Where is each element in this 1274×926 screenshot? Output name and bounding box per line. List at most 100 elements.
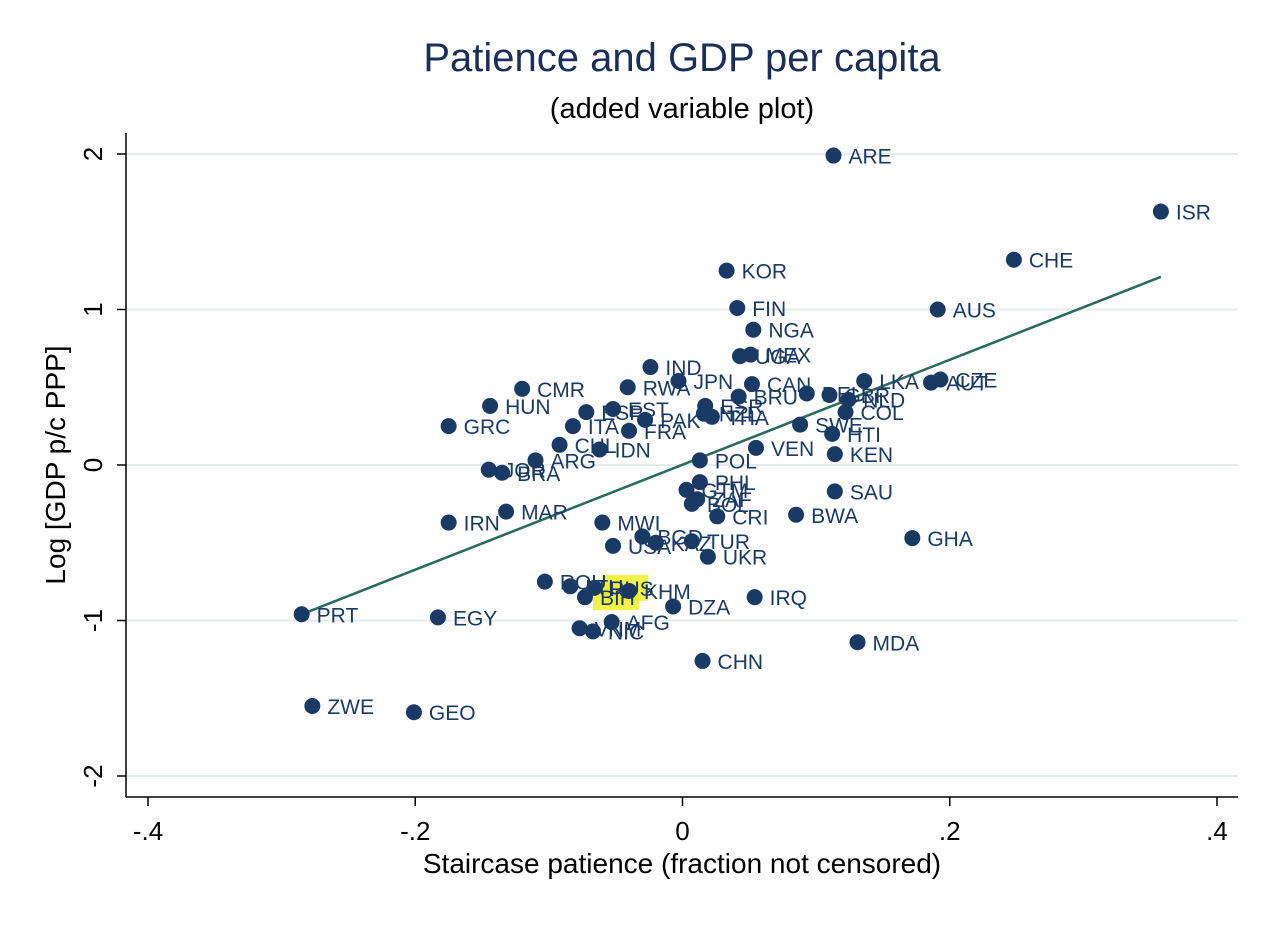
point-rou (536, 573, 553, 590)
point-chl (551, 436, 568, 453)
point-mda (849, 634, 866, 651)
point-zwe (304, 698, 321, 715)
point-can (743, 376, 760, 393)
point-label: THA (727, 407, 769, 430)
point-irq (746, 589, 763, 606)
point-label: BRU (754, 387, 798, 410)
point-label: LKA (879, 371, 919, 394)
point-label: PHL (715, 472, 756, 495)
point-arg (527, 452, 544, 469)
point-cri (709, 508, 726, 525)
point-label: IDN (615, 439, 651, 462)
point-label: CHN (718, 651, 764, 674)
point-bgd (634, 528, 651, 545)
point-label: KHM (644, 581, 691, 604)
point-label: ARG (551, 450, 597, 473)
point-bwa (788, 506, 805, 523)
point-lka (856, 373, 873, 390)
point-mwi (594, 514, 611, 531)
point-dza (665, 598, 682, 615)
point-jpn (670, 373, 687, 390)
point-che (1005, 251, 1022, 268)
point-vnm (571, 620, 588, 637)
point-nga (745, 321, 762, 338)
point-label: GEO (429, 702, 476, 725)
point-gtm (678, 481, 695, 498)
point-label: MWI (617, 513, 660, 536)
point-label: EGY (453, 607, 497, 630)
point-label: MEX (766, 345, 812, 368)
point-label: AUT (946, 373, 988, 396)
point-geo (405, 704, 422, 721)
x-tick-label: -.4 (133, 816, 163, 846)
y-tick-label: -2 (78, 764, 108, 787)
point-ven (747, 439, 764, 456)
point-label: ARE (848, 146, 891, 169)
chart-title: Patience and GDP per capita (423, 36, 941, 80)
x-tick-label: .4 (1206, 816, 1228, 846)
point-label: SAU (850, 481, 893, 504)
point-label: NZL (719, 404, 759, 427)
point-chn (694, 652, 711, 669)
point-idn (591, 441, 608, 458)
point-label: RWA (643, 377, 691, 400)
point-aus (929, 301, 946, 318)
point-label: GTM (702, 480, 749, 503)
point-label: CMR (537, 379, 585, 402)
x-tick-label: .2 (939, 816, 961, 846)
point-bru (730, 388, 747, 405)
point-label: IRQ (770, 587, 807, 610)
point-nld (840, 391, 857, 408)
point-ita (564, 418, 581, 435)
point-label: TUR (707, 531, 750, 554)
point-label: ESP (601, 402, 643, 425)
point-pak (637, 411, 654, 428)
point-label: UKR (723, 547, 767, 570)
y-tick-label: 2 (78, 147, 108, 161)
point-isr (1152, 203, 1169, 220)
y-tick-label: 1 (78, 302, 108, 316)
point-phl (691, 474, 708, 491)
point-label: MDA (873, 632, 920, 655)
point-bih (576, 589, 593, 606)
point-bol (683, 495, 700, 512)
point-label: BRA (517, 463, 560, 486)
point-label: POL (715, 450, 757, 473)
point-prt (293, 606, 310, 623)
point-deu (798, 385, 815, 402)
y-tick-label: -1 (78, 609, 108, 632)
point-ind (642, 359, 659, 376)
fit-line (301, 275, 1162, 616)
y-axis-label: Log [GDP p/c PPP] (40, 345, 71, 584)
point-label: PAK (660, 410, 700, 433)
point-label: NGA (768, 320, 814, 343)
point-tha (703, 408, 720, 425)
point-tur (683, 533, 700, 550)
point-jor (480, 461, 497, 478)
point-mar (498, 503, 515, 520)
point-bra (494, 464, 511, 481)
point-ken (826, 446, 843, 463)
fit-line-layer (301, 275, 1162, 616)
point-ltu (562, 578, 579, 595)
point-label: DEU (822, 383, 866, 406)
point-label: MAR (521, 502, 568, 525)
point-fin (729, 299, 746, 316)
point-est (605, 401, 622, 418)
point-label: ZWE (327, 696, 374, 719)
point-cmr (514, 380, 531, 397)
point-label: CRI (732, 506, 768, 529)
point-label: HTI (847, 424, 881, 447)
point-hti (824, 425, 841, 442)
point-label: BIH (600, 587, 635, 610)
point-usa (605, 537, 622, 554)
point-label: ITA (588, 416, 619, 439)
point-gbr (821, 387, 838, 404)
point-afg (603, 614, 620, 631)
y-tick-label: 0 (78, 458, 108, 472)
point-pol (691, 452, 708, 469)
point-label: PRT (317, 604, 359, 627)
point-label: ISR (1176, 202, 1211, 225)
